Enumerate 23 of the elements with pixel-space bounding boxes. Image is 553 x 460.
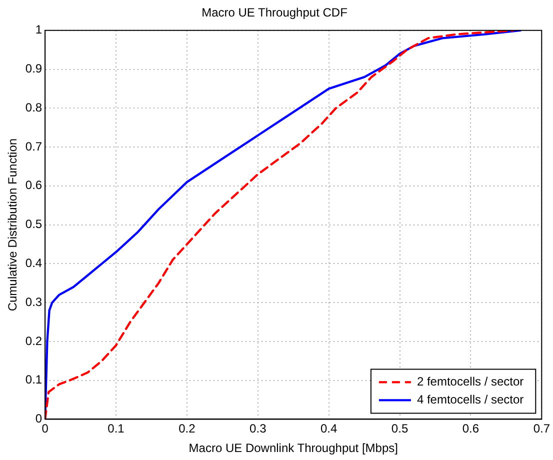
y-tick-label: 0.8	[25, 100, 42, 114]
x-tick-label: 0.2	[178, 422, 196, 436]
chart-title: Macro UE Throughput CDF	[202, 6, 348, 20]
x-tick-label: 0.5	[391, 422, 408, 436]
x-tick-label: 0.7	[533, 422, 550, 436]
y-tick-label: 0.2	[25, 334, 42, 348]
y-tick-label: 0.1	[25, 372, 42, 387]
x-tick-label: 0.6	[462, 422, 480, 436]
legend-label: 4 femtocells / sector	[416, 392, 524, 407]
y-tick-label: 0.3	[25, 294, 42, 309]
y-tick-label: 0.7	[25, 139, 42, 154]
x-tick-label: 0.3	[250, 422, 267, 436]
y-tick-label: 0	[35, 412, 42, 426]
x-axis-title: Macro UE Downlink Throughput [Mbps]	[188, 441, 398, 456]
y-tick-label: 1	[35, 22, 42, 37]
x-tick-label: 0.4	[320, 422, 338, 436]
y-axis-title: Cumulative Distribution Function	[6, 138, 20, 312]
x-tick-label: 0.1	[108, 422, 125, 436]
y-tick-label: 0.6	[25, 178, 42, 192]
legend-label: 2 femtocells / sector	[416, 374, 524, 389]
y-tick-label: 0.4	[25, 256, 42, 270]
y-tick-label: 0.5	[25, 217, 42, 232]
y-tick-label: 0.9	[25, 62, 42, 76]
